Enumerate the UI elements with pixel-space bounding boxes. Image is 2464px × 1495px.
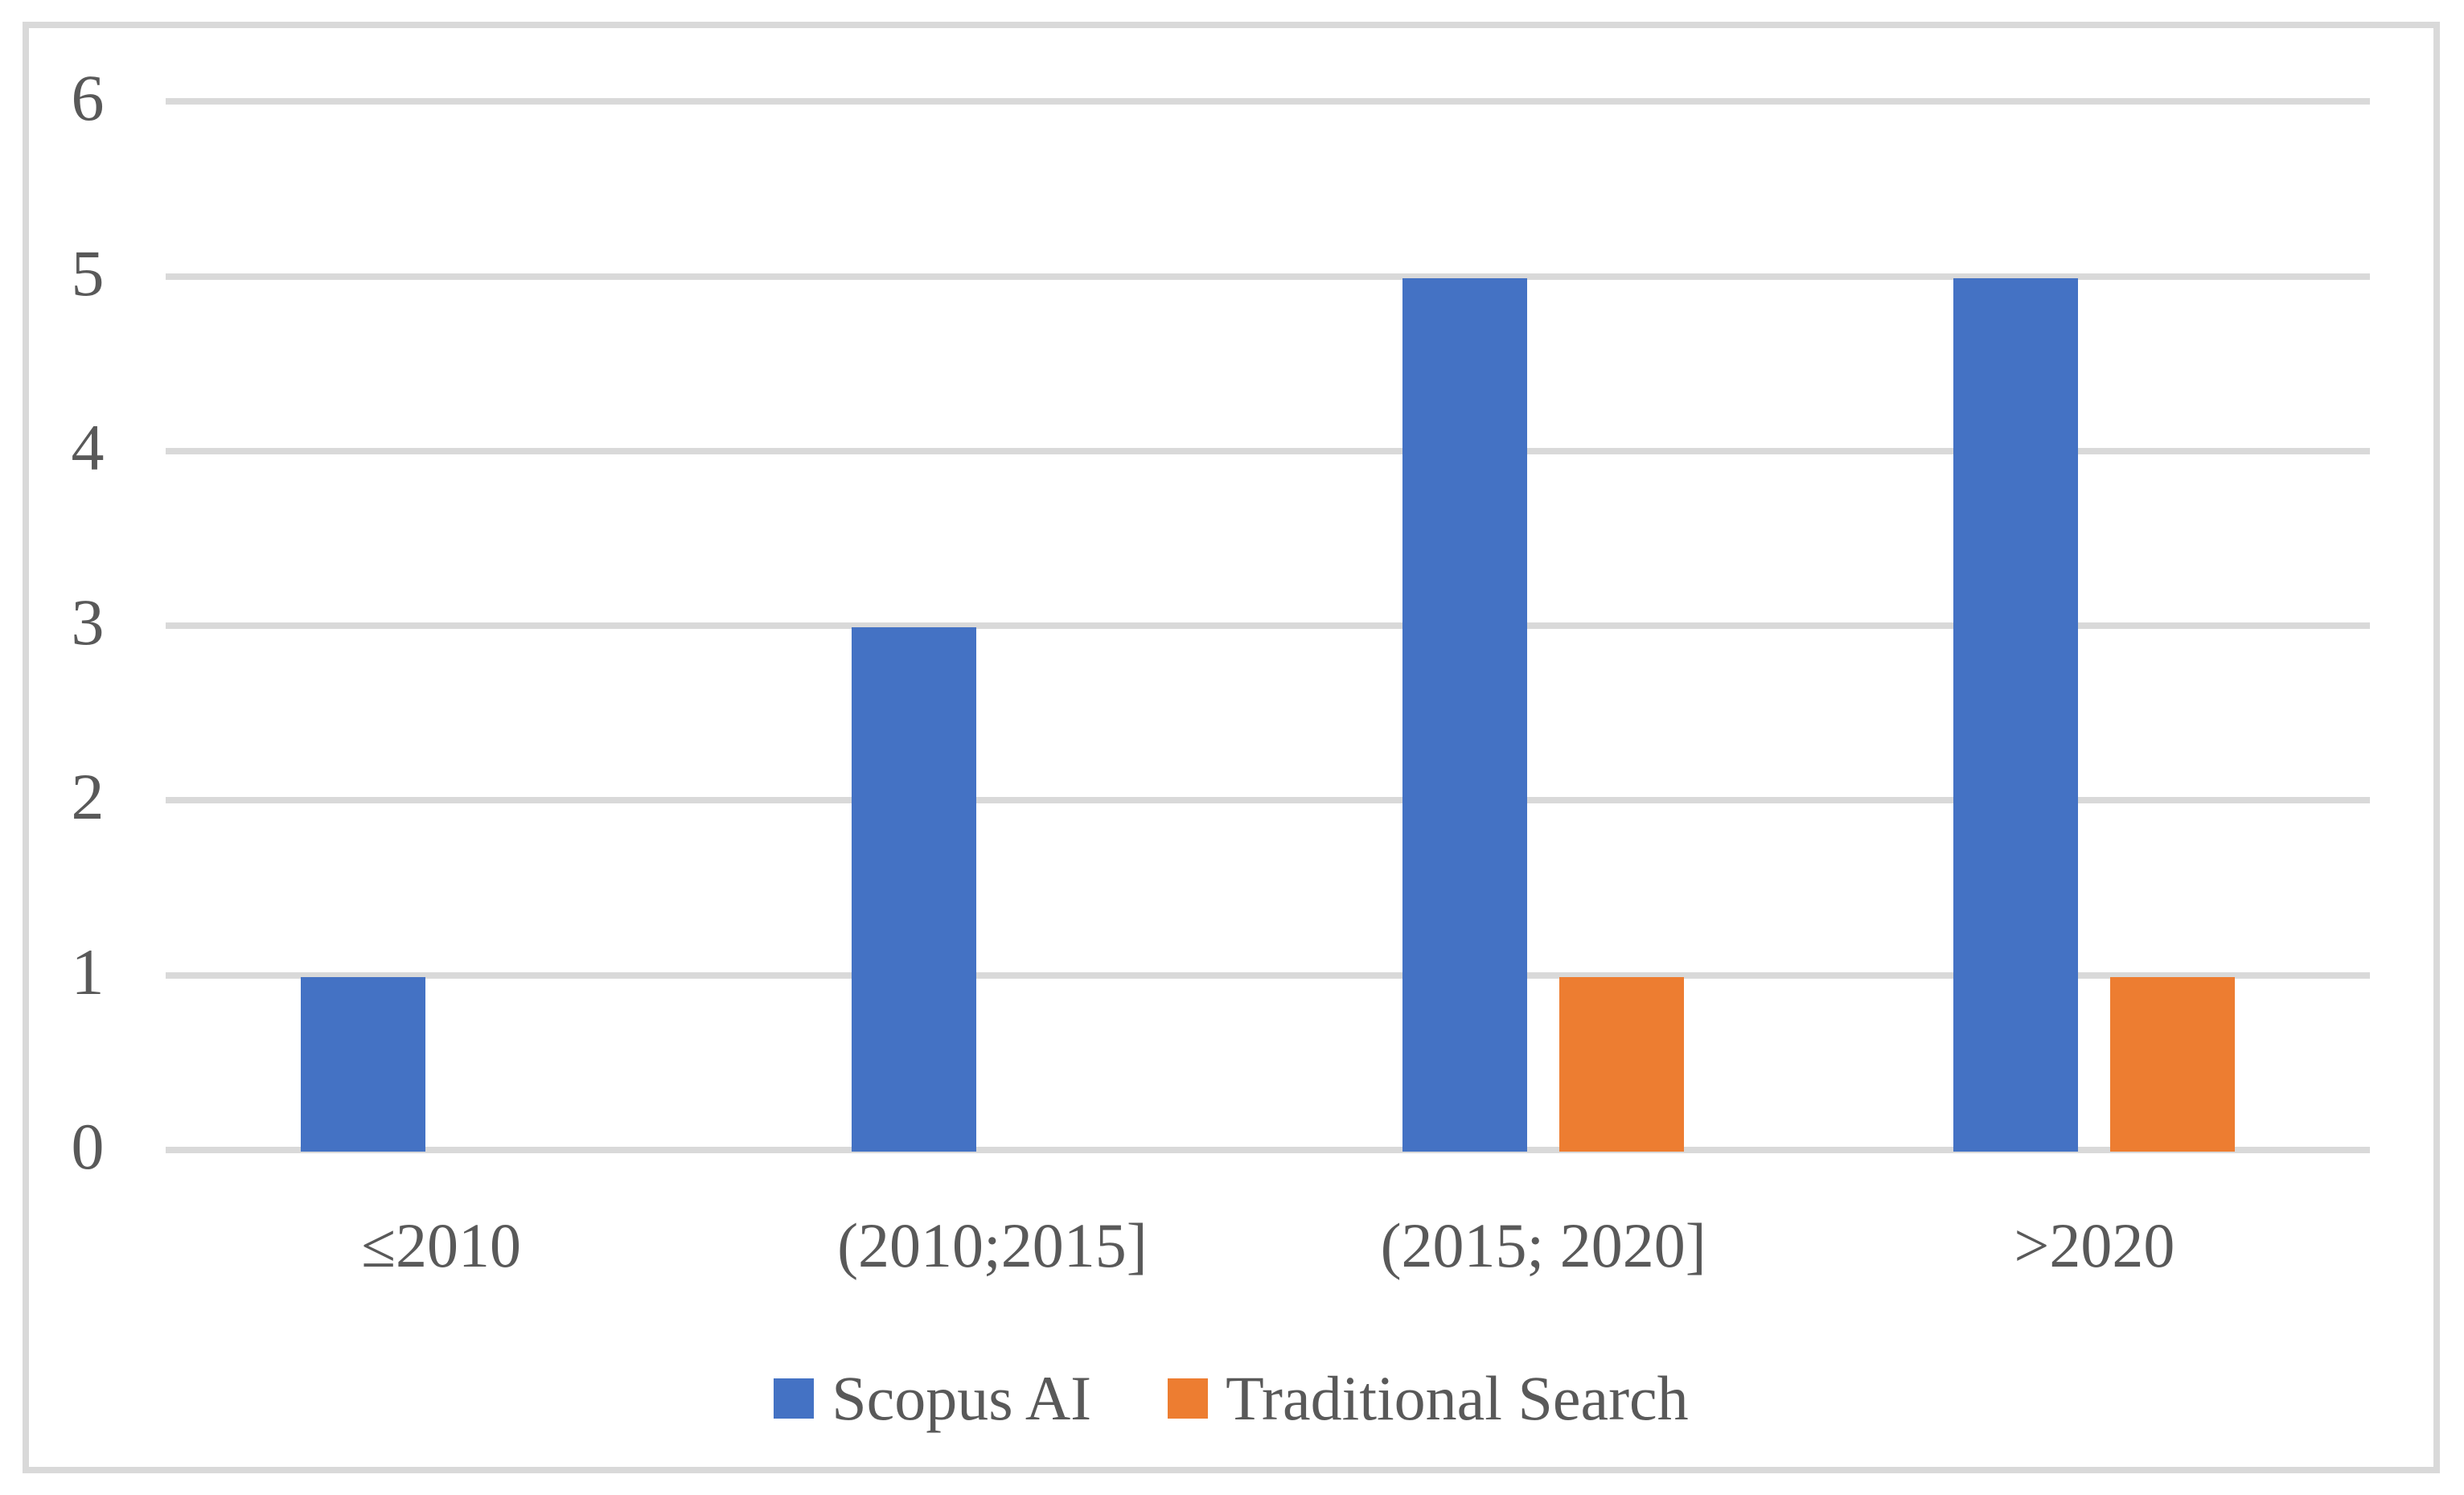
legend-swatch-icon bbox=[1168, 1378, 1209, 1419]
y-gridline bbox=[166, 971, 2370, 979]
y-axis-tick-label: 3 bbox=[71, 585, 105, 659]
y-gridline bbox=[166, 273, 2370, 280]
legend-entry-scopus-ai: Scopus AI bbox=[774, 1367, 1091, 1430]
y-gridline bbox=[166, 797, 2370, 804]
y-axis-tick-label: 2 bbox=[71, 760, 105, 834]
bar-scopus-ai-1 bbox=[851, 627, 976, 1152]
x-axis-category-label: (2010;2015] bbox=[837, 1210, 1148, 1280]
chart-frame: 0 1 2 3 4 5 6 ≤2010 (2010;2015] (2015; 2020] >2020… bbox=[23, 22, 2440, 1473]
y-axis-tick-label: 4 bbox=[71, 411, 105, 485]
legend-label: Traditional Search bbox=[1226, 1363, 1689, 1433]
y-gridline bbox=[166, 447, 2370, 454]
x-axis-category-label: ≤2010 bbox=[361, 1210, 522, 1280]
y-gridline bbox=[166, 622, 2370, 630]
legend: Scopus AI Traditional Search bbox=[29, 1367, 2433, 1430]
plot-area: 0 1 2 3 4 5 6 ≤2010 (2010;2015] (2015; 2020] >2020 bbox=[29, 28, 2433, 1467]
bar-traditional-search-3 bbox=[2110, 976, 2236, 1152]
bar-scopus-ai-0 bbox=[300, 976, 425, 1152]
y-gridline bbox=[166, 1147, 2370, 1153]
x-axis-category-label: (2015; 2020] bbox=[1380, 1210, 1706, 1280]
bar-traditional-search-2 bbox=[1559, 976, 1685, 1152]
y-axis-tick-label: 6 bbox=[71, 61, 105, 135]
bar-scopus-ai-2 bbox=[1402, 277, 1528, 1152]
bar-scopus-ai-3 bbox=[1953, 277, 2079, 1152]
x-axis-category-label: >2020 bbox=[2014, 1210, 2175, 1280]
legend-swatch-icon bbox=[774, 1378, 815, 1419]
legend-entry-traditional-search: Traditional Search bbox=[1168, 1367, 1689, 1430]
y-axis-tick-label: 0 bbox=[71, 1110, 105, 1184]
y-axis-tick-label: 1 bbox=[71, 934, 105, 1008]
y-axis-tick-label: 5 bbox=[71, 236, 105, 310]
legend-label: Scopus AI bbox=[832, 1363, 1092, 1433]
y-gridline bbox=[166, 98, 2370, 105]
